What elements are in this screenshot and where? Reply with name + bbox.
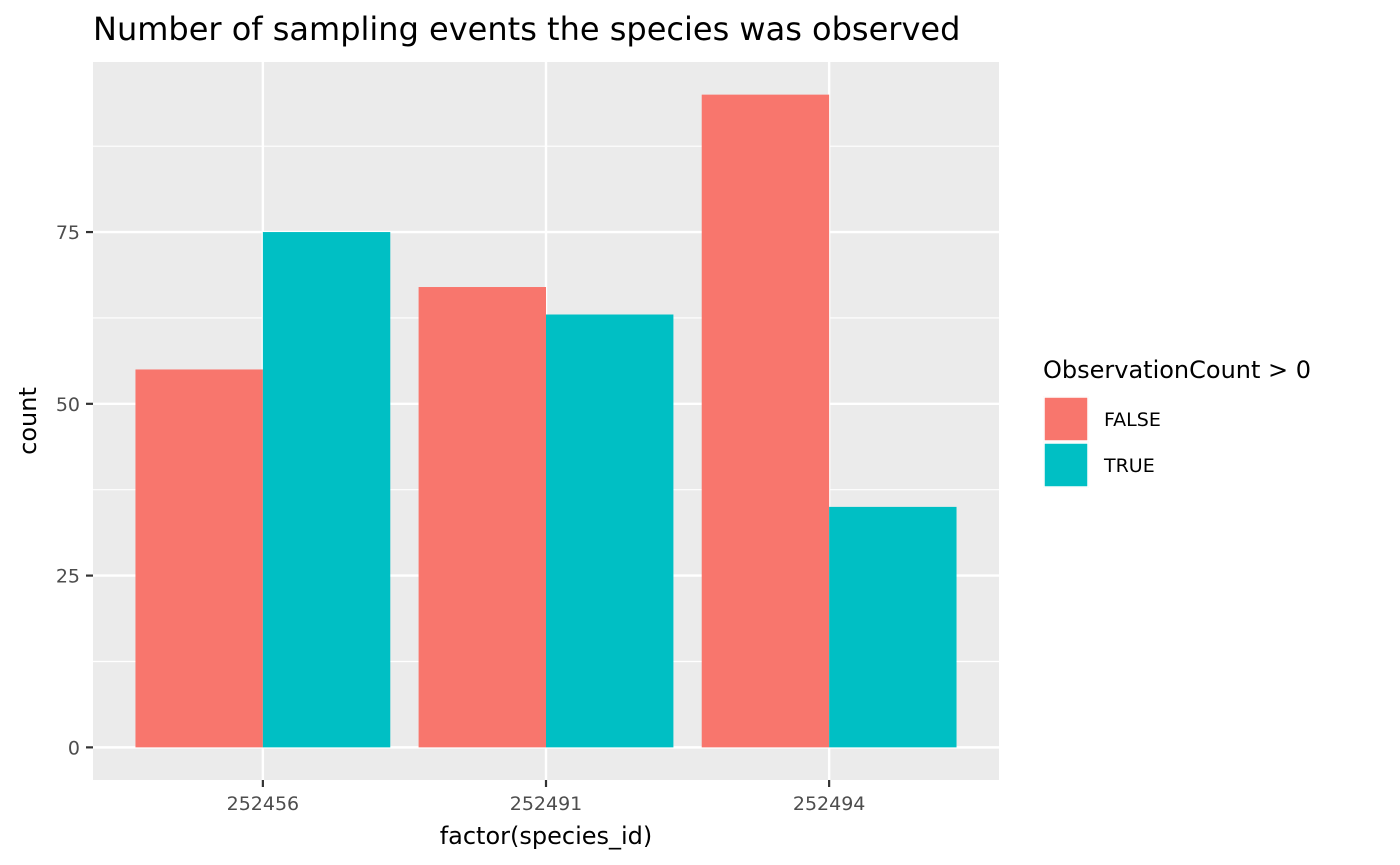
x-axis: 252456 252491 252494 bbox=[227, 780, 866, 815]
chart-title: Number of sampling events the species wa… bbox=[93, 10, 960, 48]
bar-true-252456 bbox=[262, 232, 391, 748]
y-tick-label: 75 bbox=[56, 222, 80, 244]
x-tick-label: 252494 bbox=[793, 793, 866, 815]
y-tick-label: 50 bbox=[56, 394, 80, 416]
bar-true-252494 bbox=[829, 506, 957, 748]
bar-false-252491 bbox=[418, 287, 546, 748]
bar-false-252494 bbox=[701, 94, 830, 748]
x-axis-title: factor(species_id) bbox=[440, 822, 653, 850]
y-axis: 0 25 50 75 bbox=[56, 222, 93, 759]
legend-label: FALSE bbox=[1104, 409, 1161, 431]
y-tick-label: 0 bbox=[68, 737, 80, 759]
bar-true-252491 bbox=[546, 314, 674, 748]
x-tick-label: 252456 bbox=[227, 793, 300, 815]
x-tick-label: 252491 bbox=[510, 793, 583, 815]
bar-false-252456 bbox=[135, 369, 263, 748]
legend-swatch-false bbox=[1043, 396, 1089, 442]
bars bbox=[135, 94, 957, 748]
y-axis-title: count bbox=[14, 387, 42, 455]
legend-title: ObservationCount > 0 bbox=[1043, 356, 1311, 384]
legend-label: TRUE bbox=[1103, 455, 1155, 477]
legend-swatch-true bbox=[1043, 442, 1089, 488]
y-tick-label: 25 bbox=[56, 566, 80, 588]
legend: ObservationCount > 0 FALSE TRUE bbox=[1043, 356, 1311, 488]
